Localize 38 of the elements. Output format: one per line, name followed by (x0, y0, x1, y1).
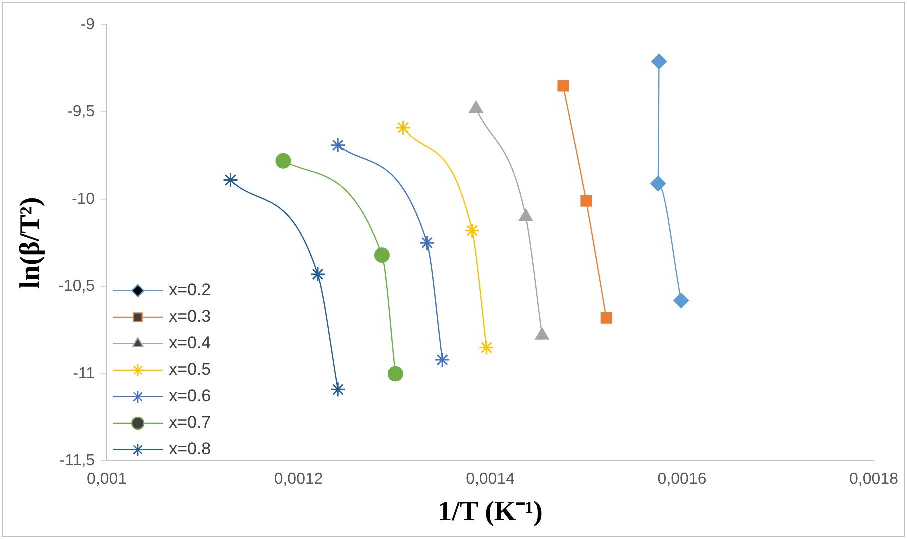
legend-label: x=0.8 (169, 440, 212, 459)
point (374, 248, 390, 264)
x-tick-label: 0,001 (87, 471, 128, 488)
point (276, 153, 292, 169)
y-tick-label: -11,5 (60, 452, 96, 470)
y-tick-label: -9 (80, 16, 96, 34)
x-tick-label: 0,0018 (850, 471, 899, 488)
y-tick-label: -11 (73, 365, 96, 382)
point (650, 176, 666, 192)
point (330, 382, 346, 398)
legend-label: x=0.2 (169, 280, 212, 300)
point (434, 352, 450, 368)
legend-label: x=0.7 (169, 413, 212, 432)
y-tick-label: -10 (72, 190, 96, 208)
point (464, 223, 480, 239)
point (674, 292, 690, 308)
point (310, 266, 326, 282)
x-tick-label: 0,0014 (466, 471, 516, 488)
y-tick-label: -10,5 (58, 278, 96, 296)
legend-label: x=0.3 (169, 307, 212, 326)
point (222, 172, 238, 188)
x-tick-label: 0,0012 (274, 471, 324, 488)
x-axis-title: 1/T (K⁻¹) (438, 496, 543, 528)
point (580, 196, 592, 207)
point (652, 54, 668, 70)
point (600, 312, 612, 324)
point (478, 340, 494, 356)
point (396, 120, 412, 136)
point (558, 80, 570, 92)
point (420, 235, 436, 251)
y-axis-title: ln(β/T²) (15, 197, 46, 289)
point (330, 138, 346, 154)
x-tick-label: 0,0016 (658, 471, 707, 488)
legend-label: x=0.4 (169, 334, 212, 353)
point (388, 366, 404, 382)
legend-label: x=0.5 (169, 360, 212, 380)
legend-label: x=0.6 (169, 386, 212, 406)
y-tick-label: -9,5 (67, 104, 96, 121)
